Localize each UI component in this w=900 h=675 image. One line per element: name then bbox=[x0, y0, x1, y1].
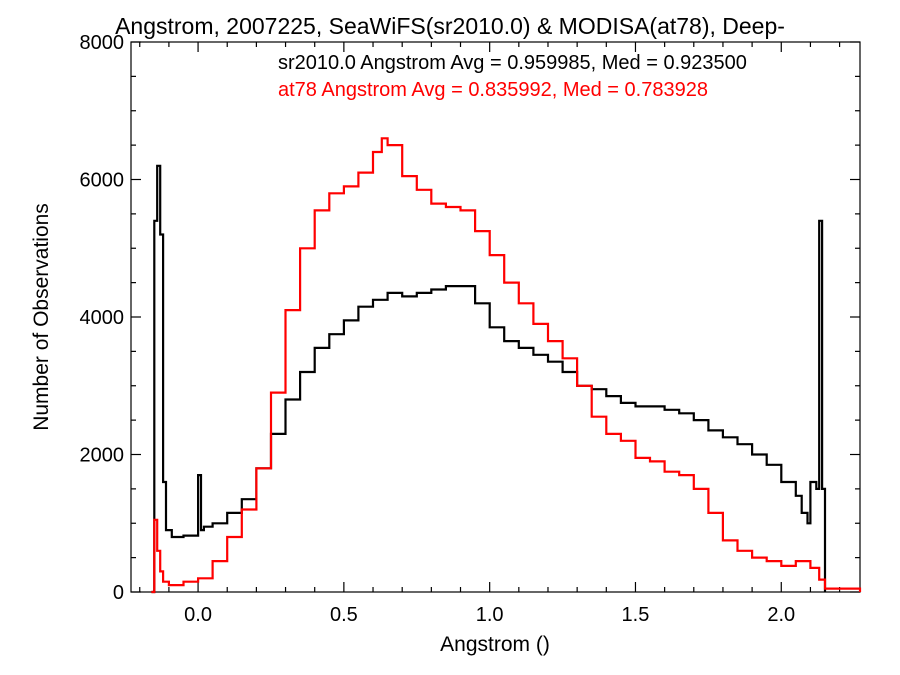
y-tick-label: 6000 bbox=[80, 170, 125, 192]
y-tick-label: 2000 bbox=[80, 445, 125, 467]
x-tick-label: 1.0 bbox=[476, 604, 504, 626]
y-tick-label: 8000 bbox=[80, 32, 125, 54]
series-sr2010-line bbox=[151, 164, 827, 594]
x-tick-label: 1.5 bbox=[622, 604, 650, 626]
series-at78-line bbox=[151, 137, 862, 594]
y-tick-label: 0 bbox=[113, 582, 124, 604]
series-layer bbox=[151, 137, 862, 594]
axis-tick-labels: 0.0 0.5 1.0 1.5 2.0 0 2000 4000 6000 8000 bbox=[80, 32, 796, 626]
annotation-sr2010: sr2010.0 Angstrom Avg = 0.959985, Med = … bbox=[278, 52, 747, 74]
x-tick-label: 2.0 bbox=[767, 604, 795, 626]
y-axis-label: Number of Observations bbox=[30, 203, 53, 431]
y-tick-label: 4000 bbox=[80, 307, 125, 329]
annotation-at78: at78 Angstrom Avg = 0.835992, Med = 0.78… bbox=[278, 79, 708, 101]
x-tick-label: 0.5 bbox=[330, 604, 358, 626]
x-axis-label: Angstrom () bbox=[440, 633, 550, 656]
chart-title: Angstrom, 2007225, SeaWiFS(sr2010.0) & M… bbox=[115, 13, 785, 39]
axis-ticks bbox=[131, 41, 860, 593]
x-tick-label: 0.0 bbox=[184, 604, 212, 626]
